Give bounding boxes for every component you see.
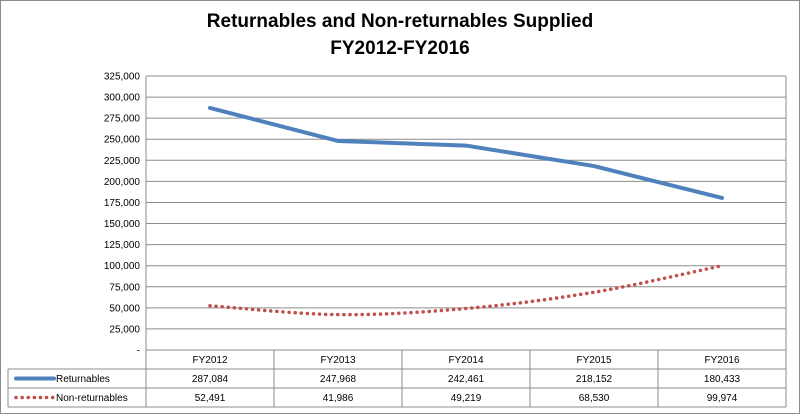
data-cell: 247,968: [320, 374, 357, 385]
y-tick-label: 125,000: [104, 240, 141, 251]
y-tick-label: 300,000: [104, 93, 141, 104]
data-cell: 68,530: [579, 393, 610, 404]
y-tick-label: 75,000: [109, 282, 140, 293]
legend-label: Returnables: [56, 374, 110, 385]
y-tick-label: 325,000: [104, 72, 141, 83]
series-line-returnables: [208, 105, 724, 200]
y-tick-label: -: [137, 346, 140, 357]
data-cell: 287,084: [192, 374, 229, 385]
x-category-label: FY2012: [192, 355, 227, 366]
data-cell: 49,219: [451, 393, 482, 404]
y-tick-label: 275,000: [104, 114, 141, 125]
x-category-label: FY2014: [448, 355, 483, 366]
data-cell: 41,986: [323, 393, 354, 404]
y-tick-label: 250,000: [104, 135, 141, 146]
y-tick-label: 175,000: [104, 198, 141, 209]
x-category-label: FY2016: [704, 355, 739, 366]
y-tick-label: 150,000: [104, 219, 141, 230]
y-tick-label: 225,000: [104, 156, 141, 167]
y-tick-label: 50,000: [109, 303, 140, 314]
x-category-label: FY2015: [576, 355, 611, 366]
y-tick-label: 100,000: [104, 261, 141, 272]
chart-title: Returnables and Non-returnables Supplied: [206, 11, 594, 32]
data-cell: 218,152: [576, 374, 613, 385]
data-cell: 242,461: [448, 374, 485, 385]
data-cell: 99,974: [707, 393, 738, 404]
chart-subtitle: FY2012-FY2016: [330, 38, 470, 59]
data-cell: 180,433: [704, 374, 741, 385]
data-cell: 52,491: [195, 393, 226, 404]
legend-label: Non-returnables: [56, 393, 128, 404]
y-tick-label: 200,000: [104, 177, 141, 188]
x-category-label: FY2013: [320, 355, 355, 366]
y-tick-label: 25,000: [109, 324, 140, 335]
series-line-non-returnables: [208, 263, 724, 317]
